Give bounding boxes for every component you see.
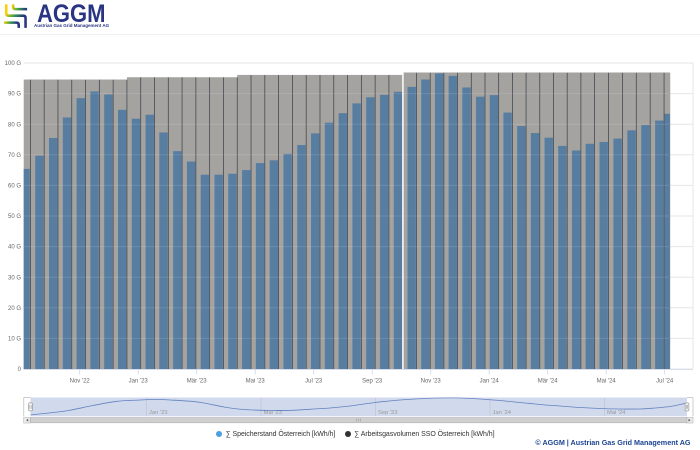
svg-text:Mär '24: Mär '24 bbox=[538, 379, 558, 385]
svg-text:Jul '24: Jul '24 bbox=[656, 379, 674, 385]
svg-text:40 G: 40 G bbox=[8, 245, 21, 251]
svg-text:Mai '24: Mai '24 bbox=[607, 410, 626, 416]
svg-text:Mai '23: Mai '23 bbox=[246, 379, 266, 385]
svg-text:Jan '23: Jan '23 bbox=[129, 379, 149, 385]
svg-text:Jul '23: Jul '23 bbox=[305, 379, 323, 385]
svg-text:Sep '23: Sep '23 bbox=[362, 379, 383, 385]
svg-text:50 G: 50 G bbox=[8, 214, 21, 220]
svg-text:Nov '22: Nov '22 bbox=[70, 379, 91, 385]
svg-text:Jan '24: Jan '24 bbox=[493, 410, 512, 416]
svg-text:70 G: 70 G bbox=[8, 153, 21, 159]
svg-text:Nov '23: Nov '23 bbox=[421, 379, 442, 385]
svg-text:90 G: 90 G bbox=[8, 92, 21, 98]
svg-text:60 G: 60 G bbox=[8, 184, 21, 190]
svg-text:Jan '24: Jan '24 bbox=[480, 379, 500, 385]
svg-text:0: 0 bbox=[18, 367, 22, 373]
svg-text:Mai '23: Mai '23 bbox=[264, 410, 283, 416]
svg-text:Mär '23: Mär '23 bbox=[187, 379, 207, 385]
svg-text:10 G: 10 G bbox=[8, 337, 21, 343]
svg-text:80 G: 80 G bbox=[8, 122, 21, 128]
svg-text:Jan '23: Jan '23 bbox=[149, 410, 168, 416]
svg-text:Mai '24: Mai '24 bbox=[597, 379, 617, 385]
svg-text:100 G: 100 G bbox=[5, 61, 22, 67]
svg-text:30 G: 30 G bbox=[8, 275, 21, 281]
svg-text:20 G: 20 G bbox=[8, 306, 21, 312]
svg-text:Sep '23: Sep '23 bbox=[378, 410, 397, 416]
